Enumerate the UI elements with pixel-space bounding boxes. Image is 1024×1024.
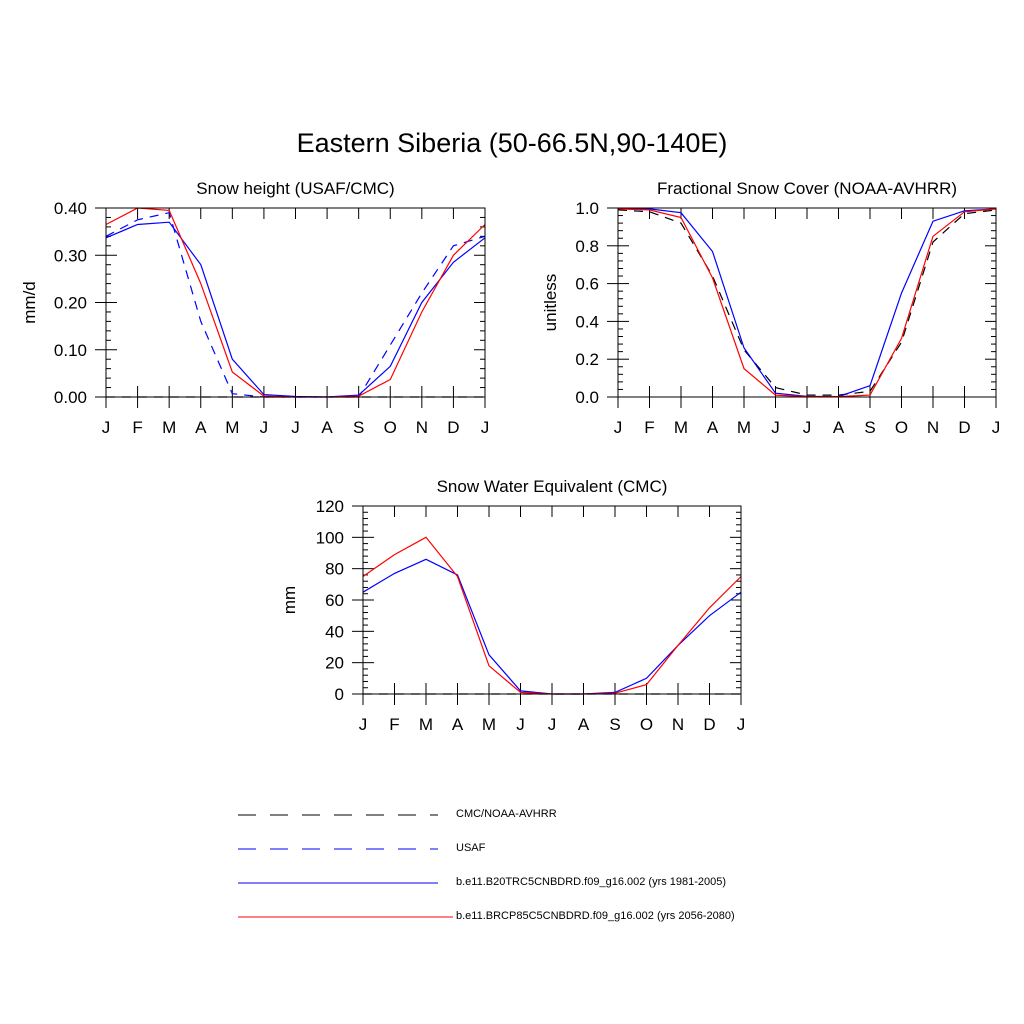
- legend-item-future: b.e11.BRCP85C5CNBDRD.f09_g16.002 (yrs 20…: [238, 907, 938, 927]
- x-tick-label: J: [771, 418, 780, 437]
- x-tick-label: A: [195, 418, 207, 437]
- y-tick-label: 80: [325, 560, 344, 579]
- y-tick-label: 40: [325, 622, 344, 641]
- y-tick-label: 0.30: [54, 246, 87, 265]
- legend-label-hist: b.e11.B20TRC5CNBDRD.f09_g16.002 (yrs 198…: [456, 876, 727, 888]
- y-tick-label: 0.10: [54, 341, 87, 360]
- y-tick-label: 100: [316, 528, 344, 547]
- y-tick-label: 120: [316, 497, 344, 516]
- x-tick-label: J: [516, 715, 525, 734]
- legend-item-hist: b.e11.B20TRC5CNBDRD.f09_g16.002 (yrs 198…: [238, 873, 938, 893]
- x-tick-label: F: [389, 715, 399, 734]
- x-tick-label: O: [895, 418, 908, 437]
- y-tick-label: 60: [325, 591, 344, 610]
- x-tick-label: M: [162, 418, 176, 437]
- chart-title: Snow Water Equivalent (CMC): [437, 477, 668, 496]
- plot-frame: [617, 207, 997, 398]
- x-tick-label: A: [833, 418, 845, 437]
- x-tick-label: M: [482, 715, 496, 734]
- plot-frame: [105, 207, 486, 398]
- x-tick-label: J: [803, 418, 812, 437]
- legend-line-hist: [238, 882, 438, 884]
- x-tick-label: J: [737, 715, 746, 734]
- x-tick-label: M: [737, 418, 751, 437]
- y-axis-label: mm: [280, 586, 299, 614]
- legend-label-obs: CMC/NOAA-AVHRR: [456, 808, 557, 820]
- y-axis-label: unitless: [541, 274, 560, 332]
- x-tick-label: D: [703, 715, 715, 734]
- chart-title: Fractional Snow Cover (NOAA-AVHRR): [657, 179, 957, 198]
- y-tick-label: 0.00: [54, 388, 87, 407]
- x-tick-label: F: [644, 418, 654, 437]
- x-tick-label: O: [640, 715, 653, 734]
- y-axis-label: mm/d: [20, 281, 39, 324]
- x-tick-label: D: [447, 418, 459, 437]
- x-tick-label: S: [864, 418, 875, 437]
- series-line-obs: [617, 209, 997, 396]
- x-tick-label: S: [353, 418, 364, 437]
- legend-line-future: [238, 916, 453, 918]
- y-tick-label: 1.0: [575, 199, 599, 218]
- y-tick-label: 0.40: [54, 199, 87, 218]
- legend-item-usaf: USAF: [238, 839, 938, 859]
- x-tick-label: A: [452, 715, 464, 734]
- x-tick-label: S: [609, 715, 620, 734]
- y-tick-label: 0.2: [575, 350, 599, 369]
- x-tick-label: J: [992, 418, 1001, 437]
- y-tick-label: 0.4: [575, 312, 599, 331]
- x-tick-label: J: [548, 715, 557, 734]
- x-tick-label: J: [260, 418, 269, 437]
- x-tick-label: O: [384, 418, 397, 437]
- x-tick-label: M: [225, 418, 239, 437]
- x-tick-label: A: [578, 715, 590, 734]
- legend-line-obs: [238, 814, 438, 816]
- y-tick-label: 0: [335, 685, 344, 704]
- legend-item-obs: CMC/NOAA-AVHRR: [238, 805, 938, 825]
- x-tick-label: N: [927, 418, 939, 437]
- legend-label-future: b.e11.BRCP85C5CNBDRD.f09_g16.002 (yrs 20…: [456, 910, 735, 922]
- x-tick-label: M: [419, 715, 433, 734]
- x-tick-label: N: [416, 418, 428, 437]
- legend-label-usaf: USAF: [456, 842, 486, 854]
- y-tick-label: 0.8: [575, 237, 599, 256]
- y-tick-label: 0.6: [575, 275, 599, 294]
- legend-line-usaf: [238, 848, 438, 850]
- x-tick-label: J: [102, 418, 111, 437]
- x-tick-label: J: [359, 715, 368, 734]
- y-tick-label: 0.0: [575, 388, 599, 407]
- x-tick-label: J: [614, 418, 623, 437]
- chart-title: Snow height (USAF/CMC): [196, 179, 394, 198]
- x-tick-label: N: [672, 715, 684, 734]
- y-tick-label: 20: [325, 654, 344, 673]
- x-tick-label: J: [291, 418, 300, 437]
- y-tick-label: 0.20: [54, 294, 87, 313]
- x-tick-label: J: [481, 418, 490, 437]
- plot-frame: [362, 505, 742, 695]
- page-title: Eastern Siberia (50-66.5N,90-140E): [296, 128, 728, 158]
- x-tick-label: D: [958, 418, 970, 437]
- x-tick-label: A: [321, 418, 333, 437]
- x-tick-label: M: [674, 418, 688, 437]
- x-tick-label: F: [132, 418, 142, 437]
- x-tick-label: A: [707, 418, 719, 437]
